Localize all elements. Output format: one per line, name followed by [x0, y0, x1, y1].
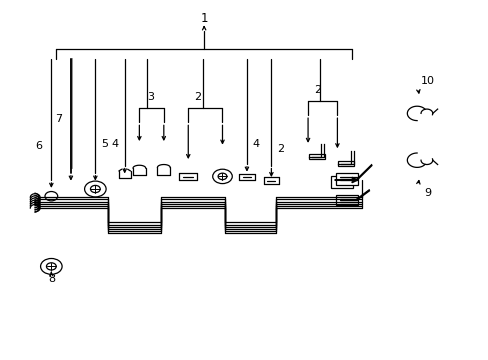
- Text: 8: 8: [48, 274, 55, 284]
- FancyBboxPatch shape: [330, 176, 352, 188]
- Text: 2: 2: [276, 144, 283, 154]
- Text: 2: 2: [314, 85, 321, 95]
- Text: 7: 7: [55, 114, 62, 124]
- Text: 6: 6: [36, 141, 42, 151]
- FancyBboxPatch shape: [336, 195, 357, 205]
- FancyBboxPatch shape: [336, 173, 357, 185]
- FancyBboxPatch shape: [308, 154, 324, 159]
- Text: 4: 4: [111, 139, 118, 149]
- Text: 4: 4: [252, 139, 259, 149]
- Text: 5: 5: [102, 139, 108, 149]
- Text: 2: 2: [194, 92, 201, 102]
- Text: 3: 3: [147, 92, 154, 102]
- Text: 1: 1: [200, 12, 207, 24]
- FancyBboxPatch shape: [337, 161, 353, 166]
- Text: 10: 10: [420, 76, 434, 86]
- Text: 9: 9: [424, 188, 430, 198]
